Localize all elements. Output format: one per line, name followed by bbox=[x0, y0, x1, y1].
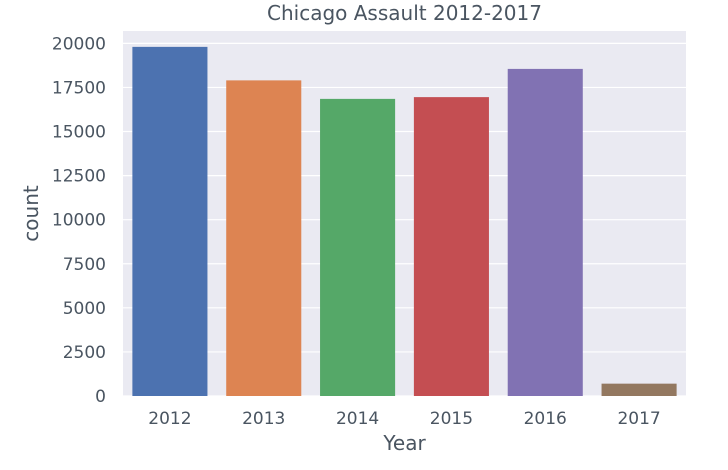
chart-title: Chicago Assault 2012-2017 bbox=[267, 1, 542, 25]
bars-group bbox=[132, 46, 677, 396]
y-tick-label: 10000 bbox=[52, 211, 106, 231]
x-tick-label: 2015 bbox=[430, 409, 473, 429]
x-tick-label: 2016 bbox=[524, 409, 567, 429]
bar-2012 bbox=[132, 46, 208, 396]
y-axis-title: count bbox=[19, 185, 43, 242]
x-axis-title: Year bbox=[382, 431, 426, 455]
x-tick-label: 2013 bbox=[242, 409, 285, 429]
x-tick-label: 2017 bbox=[617, 409, 660, 429]
x-tick-labels: 2012 2013 2014 2015 2016 2017 bbox=[148, 409, 660, 429]
bar-2016 bbox=[507, 68, 583, 396]
bar-2013 bbox=[226, 80, 302, 396]
grid-lines bbox=[123, 42, 686, 397]
y-tick-label: 0 bbox=[95, 387, 106, 407]
y-tick-label: 20000 bbox=[52, 34, 106, 54]
bar-2015 bbox=[413, 97, 489, 396]
x-tick-label: 2012 bbox=[148, 409, 191, 429]
y-tick-label: 2500 bbox=[63, 343, 106, 363]
bar-2014 bbox=[320, 98, 396, 396]
y-tick-label: 12500 bbox=[52, 167, 106, 187]
y-tick-label: 17500 bbox=[52, 78, 106, 98]
y-tick-labels: 0 2500 5000 7500 10000 12500 15000 17500 20000 bbox=[52, 34, 106, 407]
bar-2017 bbox=[601, 383, 677, 396]
x-tick-label: 2014 bbox=[336, 409, 379, 429]
y-tick-label: 7500 bbox=[63, 255, 106, 275]
y-tick-label: 5000 bbox=[63, 299, 106, 319]
y-tick-label: 15000 bbox=[52, 123, 106, 143]
plot-area bbox=[123, 31, 686, 396]
